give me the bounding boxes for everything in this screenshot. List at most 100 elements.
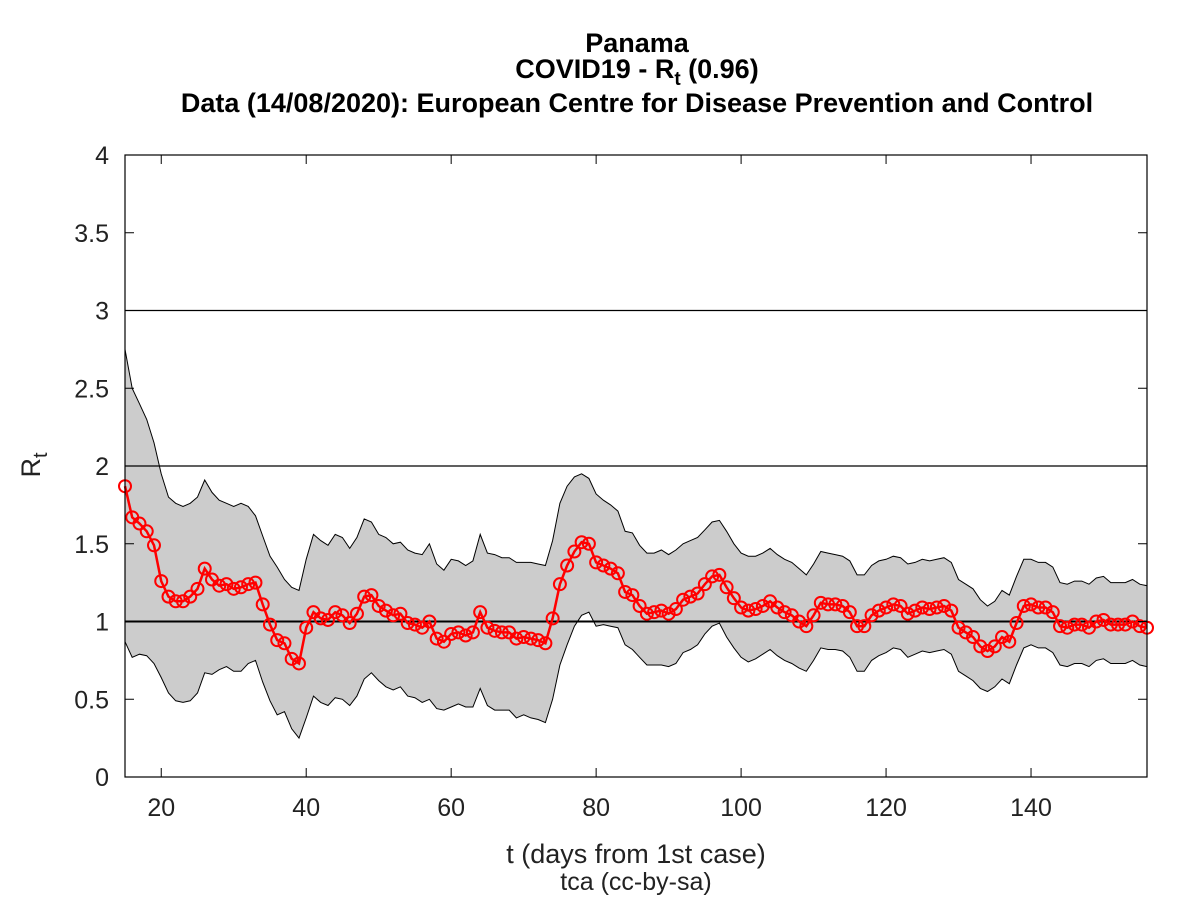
data-point [792, 614, 807, 629]
data-point [494, 625, 509, 640]
x-tick-label: 120 [865, 794, 907, 822]
data-point [661, 606, 676, 621]
data-point [908, 603, 923, 618]
data-point [407, 617, 422, 632]
data-point [1053, 619, 1068, 634]
data-point [516, 630, 531, 645]
y-tick-label: 2.5 [74, 375, 109, 403]
data-point [444, 626, 459, 641]
data-point [1111, 617, 1126, 632]
data-point [226, 581, 241, 596]
data-point [900, 606, 915, 621]
title-country: Panama [585, 28, 690, 58]
data-point [690, 586, 705, 601]
chart-title: Panama COVID19 - Rt (0.96) Data (14/08/2… [181, 28, 1093, 118]
data-point [378, 603, 393, 618]
x-tick-label: 140 [1010, 794, 1052, 822]
data-point [487, 623, 502, 638]
data-point [241, 577, 256, 592]
data-point [1038, 600, 1053, 615]
title-rt: COVID19 - Rt (0.96) [515, 54, 758, 90]
data-point [1067, 617, 1082, 632]
data-point [342, 616, 357, 631]
x-tick-label: 100 [720, 794, 762, 822]
data-point [864, 608, 879, 623]
data-point [429, 631, 444, 646]
data-point [132, 516, 147, 531]
data-point [320, 612, 335, 627]
x-tick-label: 40 [292, 794, 320, 822]
title-rt-subscript: t [674, 69, 681, 90]
y-tick-label: 2 [95, 453, 109, 481]
data-point [262, 617, 277, 632]
data-point [639, 606, 654, 621]
y-tick-label: 3 [95, 298, 109, 326]
data-point [1103, 617, 1118, 632]
data-point [277, 636, 292, 651]
data-point [647, 605, 662, 620]
data-point [719, 580, 734, 595]
data-point [668, 602, 683, 617]
data-point [828, 597, 843, 612]
data-point [1002, 634, 1017, 649]
data-point [770, 600, 785, 615]
data-point [705, 569, 720, 584]
data-point [1118, 617, 1133, 632]
y-tick-label: 3.5 [74, 220, 109, 248]
data-point [451, 625, 466, 640]
data-point [1009, 616, 1024, 631]
x-tick-label: 20 [147, 794, 175, 822]
data-point [712, 567, 727, 582]
data-point [175, 594, 190, 609]
credit-text: tca (cc-by-sa) [560, 868, 711, 896]
data-point [1060, 620, 1075, 635]
data-point [299, 620, 314, 635]
x-tick-label: 60 [437, 794, 465, 822]
title-rt-prefix: COVID19 - R [515, 54, 674, 84]
data-point [190, 581, 205, 596]
data-point [958, 625, 973, 640]
data-point [574, 535, 589, 550]
data-point [139, 524, 154, 539]
data-point [545, 611, 560, 626]
y-tick-label: 1 [95, 609, 109, 637]
data-point [632, 598, 647, 613]
data-point [995, 630, 1010, 645]
data-point [857, 619, 872, 634]
data-point [146, 538, 161, 553]
data-point [270, 633, 285, 648]
data-point [248, 575, 263, 590]
data-point [509, 631, 524, 646]
data-point [386, 608, 401, 623]
data-point [560, 558, 575, 573]
data-point [161, 589, 176, 604]
data-point [328, 605, 343, 620]
data-point [944, 603, 959, 618]
data-point [538, 636, 553, 651]
data-point [726, 591, 741, 606]
data-point [465, 625, 480, 640]
data-point [480, 620, 495, 635]
title-source: Data (14/08/2020): European Centre for D… [181, 88, 1093, 118]
data-point [371, 598, 386, 613]
data-point [748, 602, 763, 617]
data-point [183, 589, 198, 604]
data-point [683, 589, 698, 604]
x-axis-label: t (days from 1st case) [506, 839, 766, 869]
data-point [1031, 600, 1046, 615]
data-point [966, 630, 981, 645]
data-point [1024, 597, 1039, 612]
data-point [335, 608, 350, 623]
confidence-band [124, 349, 1148, 740]
data-point [1096, 612, 1111, 627]
data-point [364, 588, 379, 603]
data-point [255, 597, 270, 612]
data-point [1074, 617, 1089, 632]
data-point [1132, 619, 1147, 634]
y-tick-label: 0 [95, 764, 109, 792]
data-point [197, 561, 212, 576]
y-tick-label: 0.5 [74, 686, 109, 714]
data-point [697, 577, 712, 592]
y-axis-label-subscript: t [30, 452, 52, 458]
